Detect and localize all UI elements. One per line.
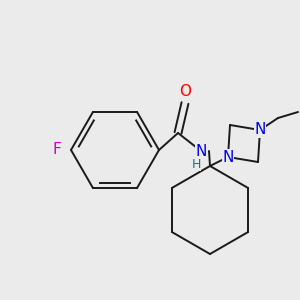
- Text: N: N: [195, 143, 207, 158]
- Text: N: N: [254, 122, 266, 137]
- Text: O: O: [179, 85, 191, 100]
- Text: F: F: [52, 142, 61, 158]
- Text: N: N: [222, 149, 234, 164]
- Text: H: H: [191, 158, 201, 170]
